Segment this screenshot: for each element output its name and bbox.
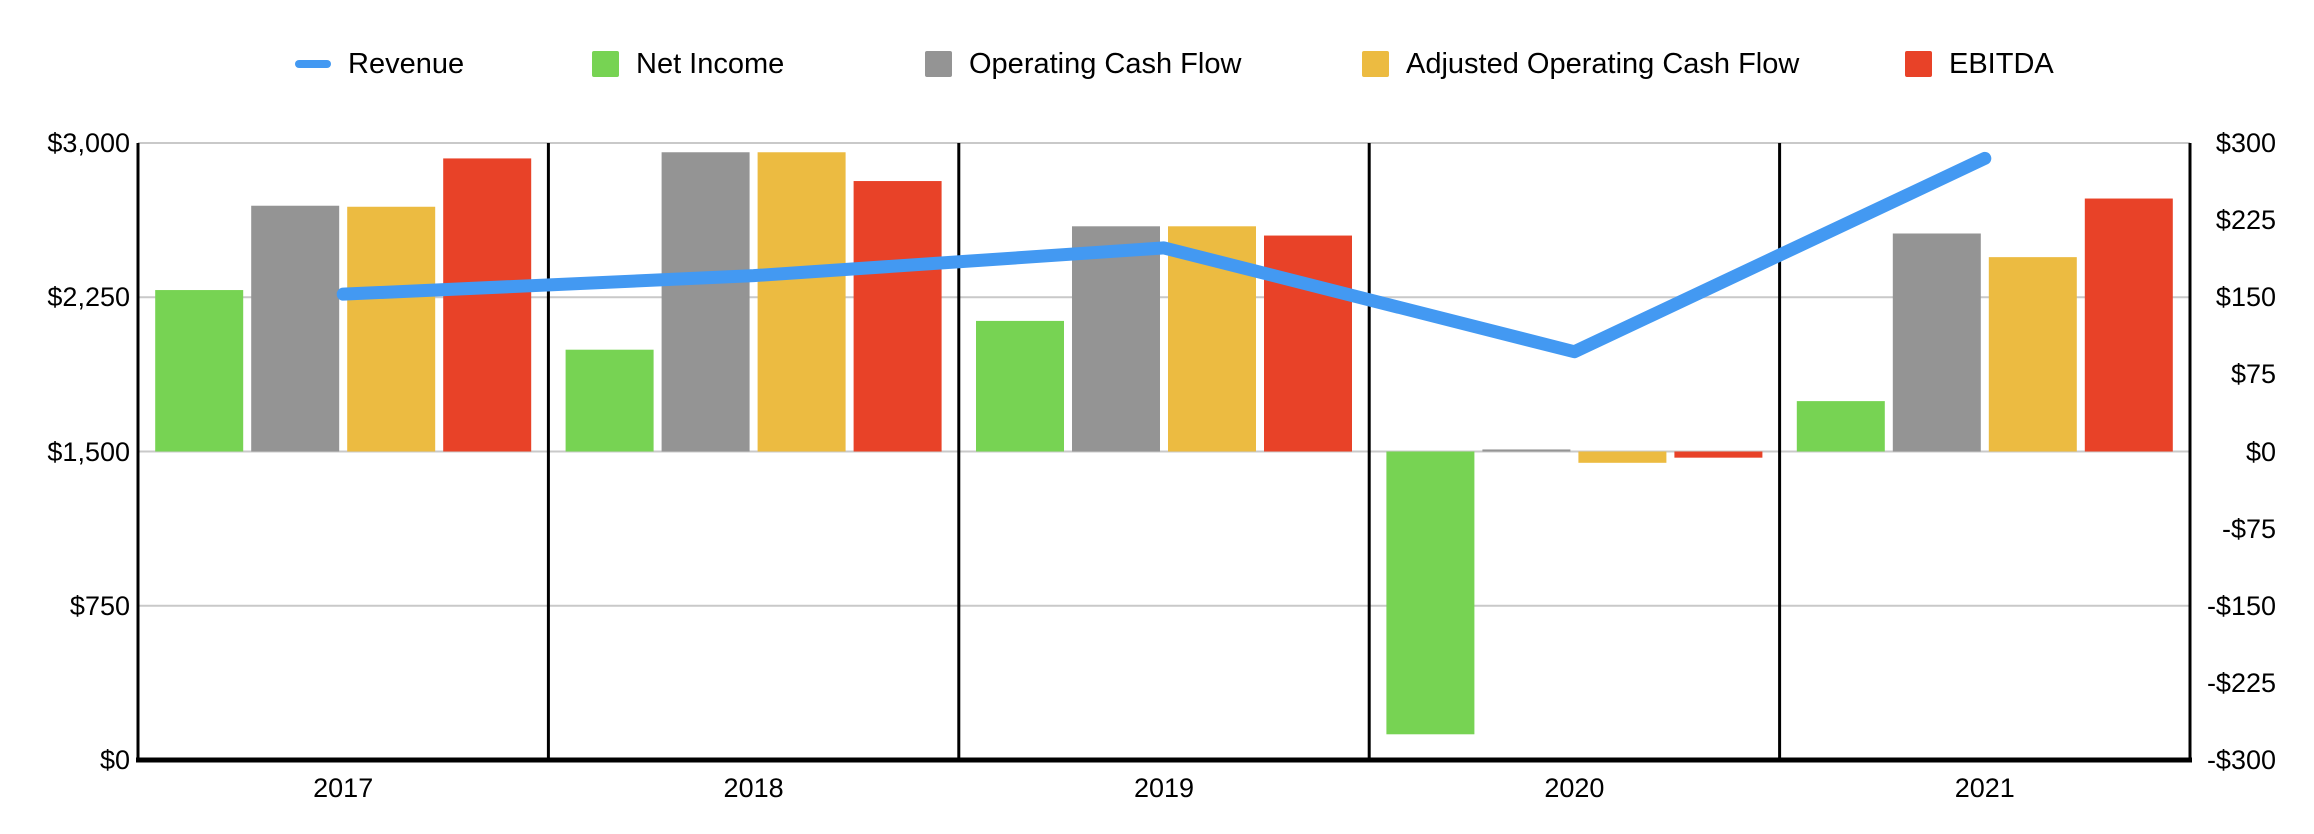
legend-item-operating-cash-flow: Operating Cash Flow [925,44,1241,84]
left-axis-tick: $3,000 [47,128,130,158]
bar-adjusted-operating-cash-flow-2020 [1578,451,1667,463]
right-axis-tick: $0 [2245,436,2276,467]
left-axis-tick: $1,500 [47,436,130,467]
operating-cash-flow-swatch-icon [925,51,952,77]
right-axis-tick: $225 [2215,205,2276,236]
right-axis-tick: $300 [2215,128,2276,158]
bar-operating-cash-flow-2017 [251,205,340,452]
right-axis-tick: $150 [2215,282,2276,313]
legend-label-ebitda: EBITDA [1949,48,2054,80]
revenue-line [336,151,1992,359]
bar-operating-cash-flow-2020 [1482,449,1571,452]
legend-label-adjusted-operating-cash-flow: Adjusted Operating Cash Flow [1406,48,1800,80]
bar-ebitda-2021 [2084,198,2173,452]
bar-adjusted-operating-cash-flow-2021 [1988,257,2077,452]
x-axis-label-2017: 2017 [313,773,374,803]
bar-adjusted-operating-cash-flow-2017 [347,206,436,452]
right-axis-tick: -$225 [2206,667,2276,698]
bar-ebitda-2018 [853,181,942,452]
legend-label-net-income: Net Income [636,48,785,80]
legend-item-adjusted-operating-cash-flow: Adjusted Operating Cash Flow [1362,44,1799,84]
bar-operating-cash-flow-2021 [1892,233,1981,452]
revenue-line-swatch-icon [295,60,331,68]
x-axis-label-2019: 2019 [1133,773,1195,803]
bar-operating-cash-flow-2018 [661,152,750,452]
bar-net-income-2020 [1386,451,1475,735]
bar-adjusted-operating-cash-flow-2018 [757,152,846,452]
legend-item-ebitda: EBITDA [1905,44,2054,84]
adjusted-operating-cash-flow-swatch-icon [1362,51,1389,77]
left-axis-tick: $750 [69,590,130,621]
bar-ebitda-2020 [1674,451,1763,458]
right-axis-tick: -$300 [2206,745,2276,775]
legend-item-net-income: Net Income [592,44,784,84]
bar-ebitda-2017 [443,158,532,452]
bar-ebitda-2019 [1264,235,1352,452]
legend-label-operating-cash-flow: Operating Cash Flow [969,48,1242,80]
right-axis-tick: $75 [2230,359,2276,390]
bar-net-income-2019 [976,320,1064,452]
bar-net-income-2017 [155,290,244,452]
right-axis-tick: -$75 [2221,513,2276,544]
bar-net-income-2018 [565,349,654,452]
legend-item-revenue: Revenue [295,44,464,84]
legend-label-revenue: Revenue [348,48,465,80]
left-axis-tick: $0 [99,745,130,775]
left-axis-tick: $2,250 [47,282,130,313]
right-axis-tick: -$150 [2206,590,2276,621]
x-axis-label-2021: 2021 [1954,773,2015,803]
x-axis-label-2020: 2020 [1544,773,1605,803]
ebitda-swatch-icon [1905,51,1932,77]
bar-net-income-2021 [1796,401,1885,452]
bar-operating-cash-flow-2019 [1072,226,1160,452]
net-income-swatch-icon [592,51,619,77]
x-axis-label-2018: 2018 [723,773,784,803]
